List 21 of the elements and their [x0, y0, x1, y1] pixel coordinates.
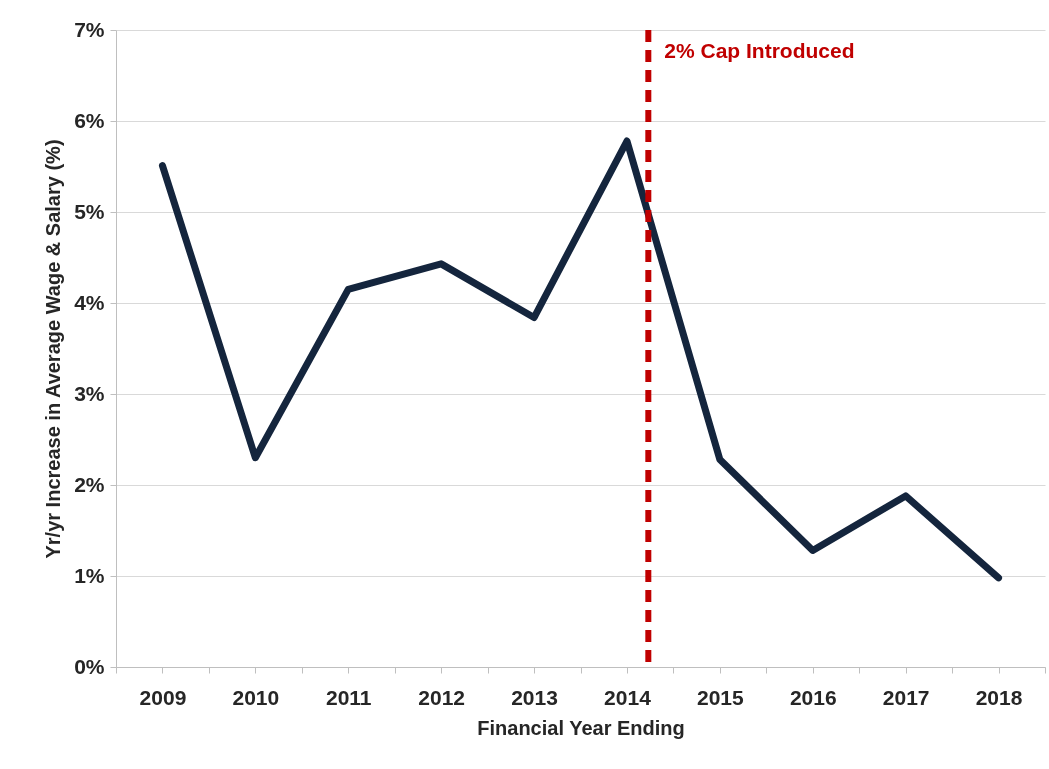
x-tick-label: 2018	[975, 685, 1023, 709]
y-axis-title: Yr/yr Increase in Average Wage & Salary (%)	[42, 139, 65, 559]
y-tick-label: 5%	[74, 199, 105, 223]
x-tick-label: 2009	[139, 685, 187, 709]
y-tick-label: 3%	[74, 381, 105, 405]
y-tick-label: 4%	[74, 290, 105, 314]
y-tick-label: 0%	[74, 654, 105, 678]
x-axis-title: Financial Year Ending	[477, 716, 685, 739]
x-tick-label: 2015	[696, 685, 745, 709]
x-tick-label: 2011	[325, 685, 372, 709]
y-tick-label: 1%	[74, 563, 105, 587]
x-tick-label: 2017	[882, 685, 930, 709]
ref-line-label: 2% Cap Introduced	[664, 39, 855, 62]
y-tick-label: 6%	[74, 108, 105, 132]
y-tick-label: 2%	[74, 472, 105, 496]
y-tick-label: 7%	[74, 17, 105, 41]
x-tick-label: 2014	[604, 685, 652, 709]
x-tick-label: 2016	[789, 685, 837, 709]
x-tick-label: 2013	[511, 685, 558, 709]
x-tick-label: 2012	[418, 685, 466, 709]
x-tick-label: 2010	[232, 685, 280, 709]
